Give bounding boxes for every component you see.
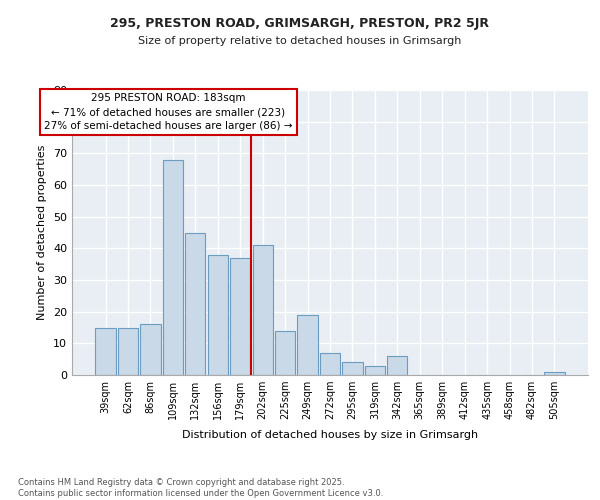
- Text: 295 PRESTON ROAD: 183sqm
← 71% of detached houses are smaller (223)
27% of semi-: 295 PRESTON ROAD: 183sqm ← 71% of detach…: [44, 93, 293, 131]
- Bar: [140, 324, 161, 375]
- Bar: [320, 353, 340, 375]
- Y-axis label: Number of detached properties: Number of detached properties: [37, 145, 47, 320]
- Bar: [343, 362, 362, 375]
- Bar: [298, 315, 317, 375]
- Bar: [544, 372, 565, 375]
- Bar: [185, 232, 205, 375]
- Bar: [95, 328, 116, 375]
- Bar: [387, 356, 407, 375]
- Bar: [275, 330, 295, 375]
- Bar: [365, 366, 385, 375]
- Text: 295, PRESTON ROAD, GRIMSARGH, PRESTON, PR2 5JR: 295, PRESTON ROAD, GRIMSARGH, PRESTON, P…: [110, 18, 490, 30]
- Bar: [253, 245, 273, 375]
- Bar: [208, 254, 228, 375]
- Bar: [118, 328, 138, 375]
- Bar: [230, 258, 250, 375]
- Text: Contains HM Land Registry data © Crown copyright and database right 2025.
Contai: Contains HM Land Registry data © Crown c…: [18, 478, 383, 498]
- Bar: [163, 160, 183, 375]
- X-axis label: Distribution of detached houses by size in Grimsargh: Distribution of detached houses by size …: [182, 430, 478, 440]
- Text: Size of property relative to detached houses in Grimsargh: Size of property relative to detached ho…: [139, 36, 461, 46]
